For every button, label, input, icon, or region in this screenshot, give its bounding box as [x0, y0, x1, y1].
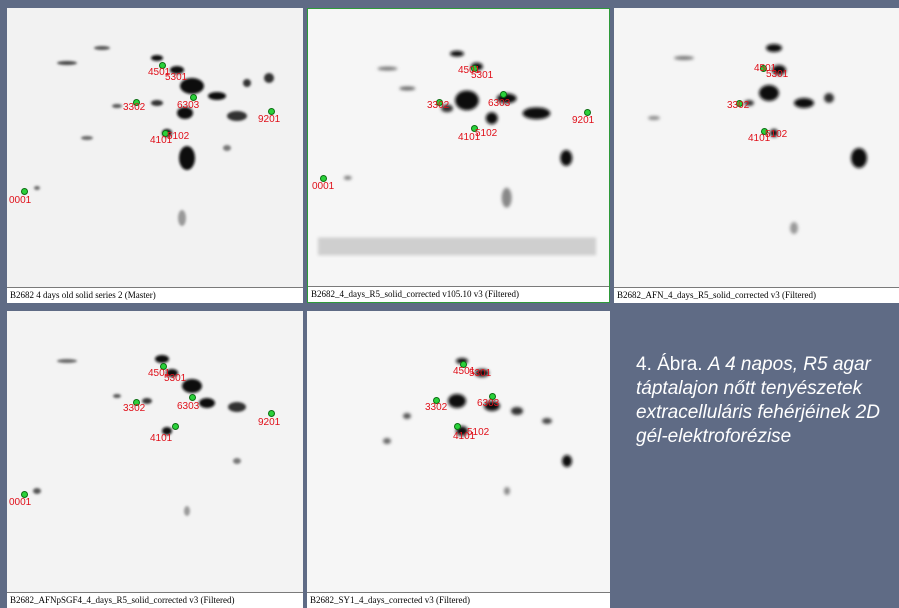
spot-label: 9201	[258, 417, 281, 428]
spot-marker	[736, 100, 743, 107]
spot-label: 9201	[258, 114, 281, 125]
spot-marker	[471, 65, 478, 72]
spot-label: 4501	[148, 67, 171, 78]
gel-panel-afn[interactable]: 4501 5301 3302 4101 5102 B2682_AFN_4_day…	[614, 8, 899, 303]
spot-label: 5102	[475, 128, 498, 139]
spot-marker	[172, 423, 179, 430]
figure-caption: 4. Ábra. A 4 napos, R5 agar táptalajon n…	[636, 353, 886, 449]
spot-marker	[162, 130, 169, 137]
panel-caption: B2682_SY1_4_days_corrected v3 (Filtered)	[307, 592, 610, 608]
spot-marker	[189, 394, 196, 401]
spot-label: 4101	[453, 431, 476, 442]
spot-label: 4101	[748, 133, 771, 144]
spot-label: 3302	[123, 102, 146, 113]
spot-marker	[489, 393, 496, 400]
spot-label: 5102	[467, 427, 490, 438]
panel-caption: B2682_AFNpSGF4_4_days_R5_solid_corrected…	[7, 592, 303, 608]
spot-marker	[584, 109, 591, 116]
spot-marker	[761, 128, 768, 135]
spot-label: 4501	[754, 63, 777, 74]
spot-marker	[320, 175, 327, 182]
gel-panel-sy1[interactable]: 4501 5301 3302 6303 4101 5102 B2682_SY1_…	[307, 311, 610, 608]
spot-marker	[500, 91, 507, 98]
gel-panel-master[interactable]: 4501 5301 3302 6303 9201 4101 5102 0001 …	[7, 8, 303, 303]
figure-caption-prefix: 4. Ábra.	[636, 354, 703, 375]
gel-image	[614, 8, 899, 303]
spot-label: 9201	[572, 115, 595, 126]
spot-marker	[190, 94, 197, 101]
spot-label: 6303	[477, 398, 500, 409]
spot-marker	[471, 125, 478, 132]
panel-caption: B2682_4_days_R5_solid_corrected v105.10 …	[308, 286, 609, 302]
gel-image	[307, 311, 610, 608]
panel-caption: B2682 4 days old solid series 2 (Master)	[7, 287, 303, 303]
spot-label: 4101	[150, 135, 173, 146]
spot-marker	[268, 108, 275, 115]
spot-marker	[133, 99, 140, 106]
spot-marker	[268, 410, 275, 417]
gel-panel-corrected[interactable]: 4501 5301 3302 6303 9201 4101 5102 0001 …	[307, 8, 610, 303]
spot-marker	[760, 65, 767, 72]
spot-marker	[133, 399, 140, 406]
spot-label: 5301	[469, 368, 492, 379]
gel-image	[308, 9, 609, 302]
spot-label: 0001	[9, 497, 32, 508]
spot-marker	[21, 188, 28, 195]
spot-label: 3302	[123, 403, 146, 414]
spot-label: 6303	[488, 98, 511, 109]
spot-label: 4501	[453, 366, 476, 377]
gel-panel-afnpsgf4[interactable]: 4501 5301 3302 6303 9201 4101 0001 B2682…	[7, 311, 303, 608]
spot-label: 5301	[471, 70, 494, 81]
spot-marker	[454, 423, 461, 430]
spot-marker	[436, 99, 443, 106]
spot-label: 0001	[312, 181, 335, 192]
spot-marker	[160, 363, 167, 370]
spot-marker	[21, 491, 28, 498]
spot-label: 3302	[727, 100, 750, 111]
spot-marker	[433, 397, 440, 404]
spot-label: 6303	[177, 100, 200, 111]
spot-label: 5102	[167, 131, 190, 142]
spot-label: 4101	[150, 433, 173, 444]
gel-image	[7, 311, 303, 608]
spot-label: 3302	[425, 402, 448, 413]
gel-image	[7, 8, 303, 303]
caption-panel	[611, 310, 899, 608]
spot-marker	[460, 361, 467, 368]
spot-label: 4501	[148, 368, 171, 379]
spot-label: 3302	[427, 100, 450, 111]
spot-label: 6303	[177, 401, 200, 412]
panel-caption: B2682_AFN_4_days_R5_solid_corrected v3 (…	[614, 287, 899, 303]
spot-label: 4501	[458, 65, 481, 76]
figure-caption-italic: A 4 napos, R5 agar táptalajon nőtt tenyé…	[636, 354, 880, 447]
spot-label: 4101	[458, 132, 481, 143]
spot-label: 5301	[164, 373, 187, 384]
spot-label: 5301	[165, 72, 188, 83]
spot-label: 0001	[9, 195, 32, 206]
spot-label: 5301	[766, 69, 789, 80]
spot-label: 5102	[765, 129, 788, 140]
spot-marker	[159, 62, 166, 69]
